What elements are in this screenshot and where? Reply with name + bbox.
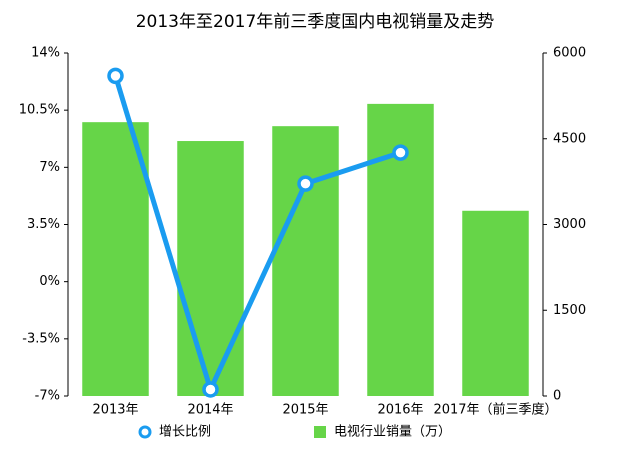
y-tick-label: 10.5% <box>19 103 60 118</box>
y2-tick-label: 3000 <box>553 217 586 232</box>
legend-swatch <box>314 426 326 438</box>
y-tick-label: -3.5% <box>22 331 60 346</box>
line-marker <box>392 144 409 161</box>
x-tick-label: 2016年 <box>377 403 423 418</box>
chart-title: 2013年至2017年前三季度国内电视销量及走势 <box>136 12 495 32</box>
line <box>113 75 402 392</box>
y-tick-label: 14% <box>31 46 60 61</box>
line-marker <box>107 67 124 85</box>
y2-tick-label: 6000 <box>553 46 586 61</box>
bar <box>272 126 339 396</box>
bar <box>462 210 529 396</box>
legend-swatch <box>138 425 152 439</box>
y2-tick-label: 1500 <box>553 303 586 318</box>
y2-tick-label: 4500 <box>553 131 586 146</box>
y-tick-label: 3.5% <box>27 217 60 232</box>
x-tick-label: 2014年 <box>187 403 233 418</box>
x-tick-label: 2013年 <box>92 403 138 418</box>
line-marker <box>297 175 314 192</box>
y2-tick-label: 0 <box>553 389 561 404</box>
x-tick-label: 2015年 <box>282 403 328 418</box>
x-tick-label: 2017年（前三季度） <box>433 402 557 418</box>
bar <box>177 141 244 396</box>
bar <box>82 122 149 397</box>
line-marker <box>202 381 219 398</box>
y-tick-label: 7% <box>39 160 60 175</box>
legend-label: 增长比例 <box>159 425 211 440</box>
y-tick-label: -7% <box>35 389 60 404</box>
legend-label: 电视行业销量（万） <box>334 425 451 440</box>
y-tick-label: 0% <box>39 274 60 289</box>
